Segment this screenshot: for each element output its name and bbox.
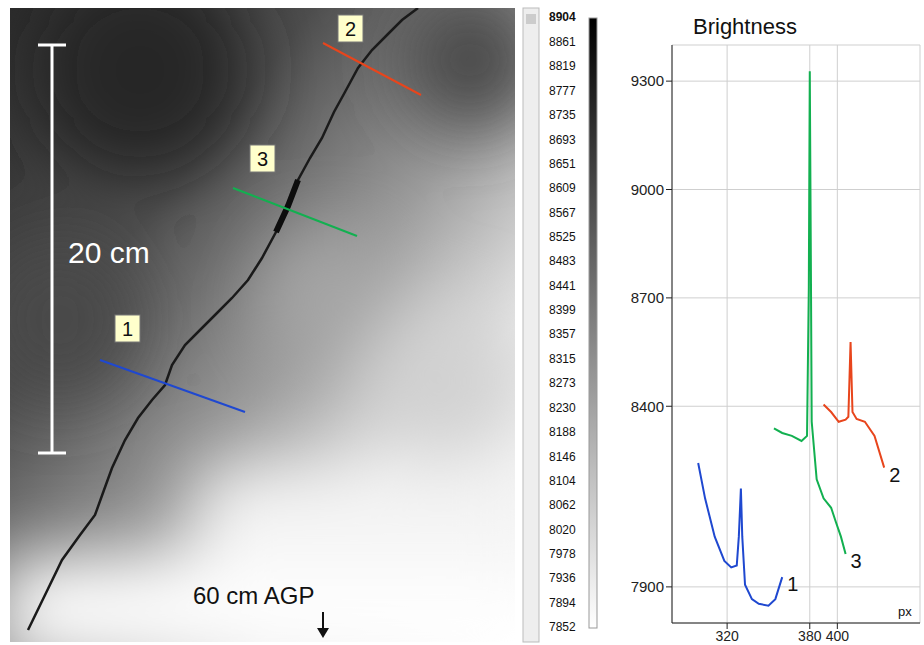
svg-text:8483: 8483	[549, 254, 576, 268]
svg-text:8567: 8567	[549, 206, 576, 220]
svg-text:8062: 8062	[549, 498, 576, 512]
svg-text:8693: 8693	[549, 133, 576, 147]
svg-text:8700: 8700	[631, 289, 664, 306]
svg-text:8904: 8904	[549, 10, 576, 24]
svg-text:320: 320	[715, 628, 739, 644]
svg-text:8777: 8777	[549, 84, 576, 98]
svg-text:8400: 8400	[631, 398, 664, 415]
svg-text:1: 1	[787, 573, 798, 595]
svg-text:8609: 8609	[549, 181, 576, 195]
svg-text:7900: 7900	[631, 578, 664, 595]
svg-text:8020: 8020	[549, 523, 576, 537]
html-text:px: px	[898, 604, 912, 619]
svg-text:8735: 8735	[549, 108, 576, 122]
svg-text:400: 400	[826, 628, 850, 644]
svg-text:380: 380	[798, 628, 822, 644]
svg-text:9300: 9300	[631, 72, 664, 89]
svg-text:8273: 8273	[549, 376, 576, 390]
svg-text:8399: 8399	[549, 303, 576, 317]
svg-text:20 cm: 20 cm	[68, 236, 150, 269]
svg-text:8525: 8525	[549, 230, 576, 244]
svg-text:3: 3	[257, 148, 268, 170]
svg-text:8230: 8230	[549, 401, 576, 415]
svg-text:8104: 8104	[549, 474, 576, 488]
svg-text:8441: 8441	[549, 279, 576, 293]
svg-text:8146: 8146	[549, 450, 576, 464]
svg-text:8315: 8315	[549, 352, 576, 366]
svg-text:8188: 8188	[549, 425, 576, 439]
svg-text:8861: 8861	[549, 35, 576, 49]
svg-text:2: 2	[345, 18, 356, 40]
svg-text:9000: 9000	[631, 181, 664, 198]
svg-text:8357: 8357	[549, 327, 576, 341]
svg-text:7894: 7894	[549, 596, 576, 610]
svg-text:8819: 8819	[549, 59, 576, 73]
svg-text:7978: 7978	[549, 547, 576, 561]
svg-text:60 cm AGP: 60 cm AGP	[193, 582, 314, 609]
svg-text:7852: 7852	[549, 620, 576, 634]
svg-text:7936: 7936	[549, 571, 576, 585]
svg-text:8651: 8651	[549, 157, 576, 171]
html-text:Brightness: Brightness	[693, 14, 797, 39]
svg-text:1: 1	[122, 318, 133, 340]
svg-text:2: 2	[889, 464, 900, 486]
svg-text:3: 3	[851, 550, 862, 572]
